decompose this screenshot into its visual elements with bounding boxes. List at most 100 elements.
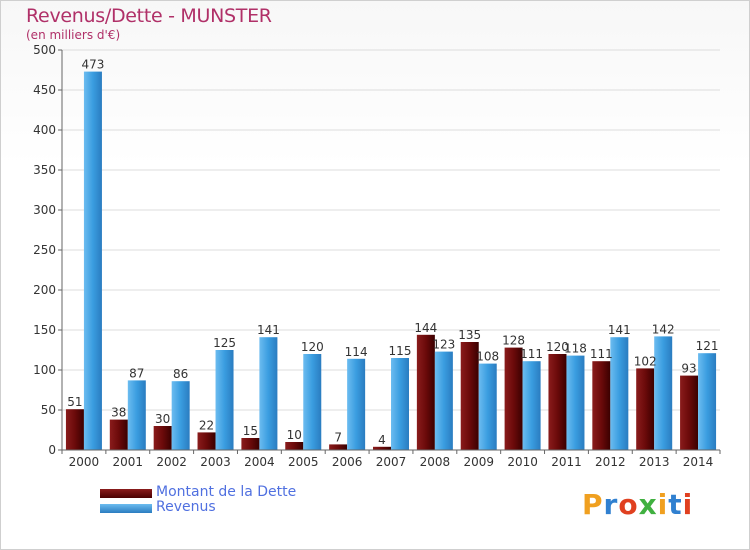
x-tick-label: 2014 (683, 455, 714, 469)
bar-debt (285, 442, 304, 450)
bar-debt (153, 426, 172, 450)
x-tick-label: 2012 (595, 455, 626, 469)
data-label-debt: 120 (546, 340, 569, 354)
chart-title: Revenus/Dette - MUNSTER (26, 5, 272, 27)
data-label-debt: 38 (111, 406, 126, 420)
data-label-revenus: 120 (301, 340, 324, 354)
bar-debt (373, 446, 391, 450)
bar-revenus (478, 363, 497, 450)
x-tick-label: 2003 (200, 455, 231, 469)
x-tick-label: 2004 (244, 455, 275, 469)
data-label-debt: 7 (334, 430, 342, 444)
bar-debt (680, 375, 699, 450)
bar-revenus (698, 353, 717, 450)
data-label-debt: 10 (287, 428, 302, 442)
chart-subtitle: (en milliers d'€) (26, 28, 121, 42)
bar-debt (416, 334, 435, 450)
x-tick-label: 2001 (113, 455, 144, 469)
x-tick-label: 2010 (507, 455, 538, 469)
x-tick-label: 2007 (376, 455, 407, 469)
data-label-revenus: 87 (129, 366, 144, 380)
y-tick-label: 100 (33, 363, 56, 377)
y-tick-label: 500 (33, 43, 56, 57)
legend-swatch-revenus (100, 504, 152, 513)
data-label-debt: 51 (67, 395, 82, 409)
bar-debt (460, 342, 479, 450)
x-tick-label: 2008 (420, 455, 451, 469)
data-label-debt: 4 (378, 433, 386, 447)
bar-debt (241, 438, 260, 450)
y-tick-label: 300 (33, 203, 56, 217)
data-label-debt: 128 (502, 334, 525, 348)
bar-revenus (522, 361, 541, 450)
logo-letter: i (682, 488, 694, 521)
bar-debt (504, 347, 523, 450)
bar-revenus (391, 358, 409, 450)
logo-letter: i (657, 488, 669, 521)
data-label-revenus: 86 (173, 367, 188, 381)
y-tick-label: 350 (33, 163, 56, 177)
legend-swatch-debt (100, 489, 152, 498)
x-tick-label: 2009 (463, 455, 494, 469)
data-label-revenus: 473 (81, 58, 104, 72)
bar-revenus (434, 351, 453, 450)
data-label-debt: 144 (414, 321, 437, 335)
logo-letter: t (668, 488, 683, 521)
data-label-debt: 135 (458, 328, 481, 342)
bar-debt (636, 368, 655, 450)
legend-label-revenus: Revenus (156, 499, 216, 515)
bar-revenus (654, 336, 673, 450)
bar-debt (197, 432, 216, 450)
data-label-revenus: 118 (564, 342, 587, 356)
y-tick-label: 400 (33, 123, 56, 137)
data-label-debt: 15 (243, 424, 258, 438)
data-label-debt: 93 (681, 362, 696, 376)
data-label-debt: 30 (155, 412, 170, 426)
data-label-revenus: 142 (652, 322, 675, 336)
bar-revenus (215, 350, 234, 450)
bar-debt (329, 444, 348, 450)
y-axis: 0 50 100 150 200 250 300 350 400 450 500 (33, 43, 63, 457)
legend-label-debt: Montant de la Dette (156, 484, 297, 500)
bar-debt (65, 409, 84, 450)
proxiti-logo: Proxiti (582, 488, 693, 521)
bar-revenus (610, 337, 629, 450)
bar-debt (548, 354, 567, 450)
data-label-revenus: 111 (520, 347, 543, 361)
y-tick-label: 450 (33, 83, 56, 97)
bar-revenus (566, 355, 585, 450)
y-tick-label: 200 (33, 283, 56, 297)
bars-group (65, 71, 717, 450)
x-tick-label: 2011 (551, 455, 582, 469)
x-tick-label: 2000 (69, 455, 100, 469)
data-label-revenus: 114 (345, 345, 368, 359)
logo-letter: o (618, 488, 639, 521)
bar-revenus (127, 380, 146, 450)
y-tick-label: 0 (48, 443, 56, 457)
data-label-revenus: 141 (257, 323, 280, 337)
y-tick-label: 50 (41, 403, 56, 417)
bar-revenus (171, 381, 190, 450)
data-label-revenus: 123 (432, 338, 455, 352)
data-label-revenus: 108 (476, 350, 499, 364)
logo-letter: r (603, 488, 619, 521)
bar-debt (109, 419, 128, 450)
data-label-debt: 111 (590, 347, 613, 361)
logo-letter: x (638, 488, 658, 521)
x-tick-label: 2006 (332, 455, 363, 469)
bar-revenus (303, 354, 322, 450)
bar-revenus (259, 337, 278, 450)
data-label-revenus: 125 (213, 336, 236, 350)
data-label-revenus: 121 (696, 339, 719, 353)
bar-debt (592, 361, 611, 450)
y-tick-label: 250 (33, 243, 56, 257)
data-label-debt: 22 (199, 418, 214, 432)
x-tick-label: 2005 (288, 455, 319, 469)
y-tick-label: 150 (33, 323, 56, 337)
data-label-debt: 102 (634, 354, 657, 368)
logo-letter: P (582, 488, 604, 521)
x-tick-label: 2013 (639, 455, 670, 469)
